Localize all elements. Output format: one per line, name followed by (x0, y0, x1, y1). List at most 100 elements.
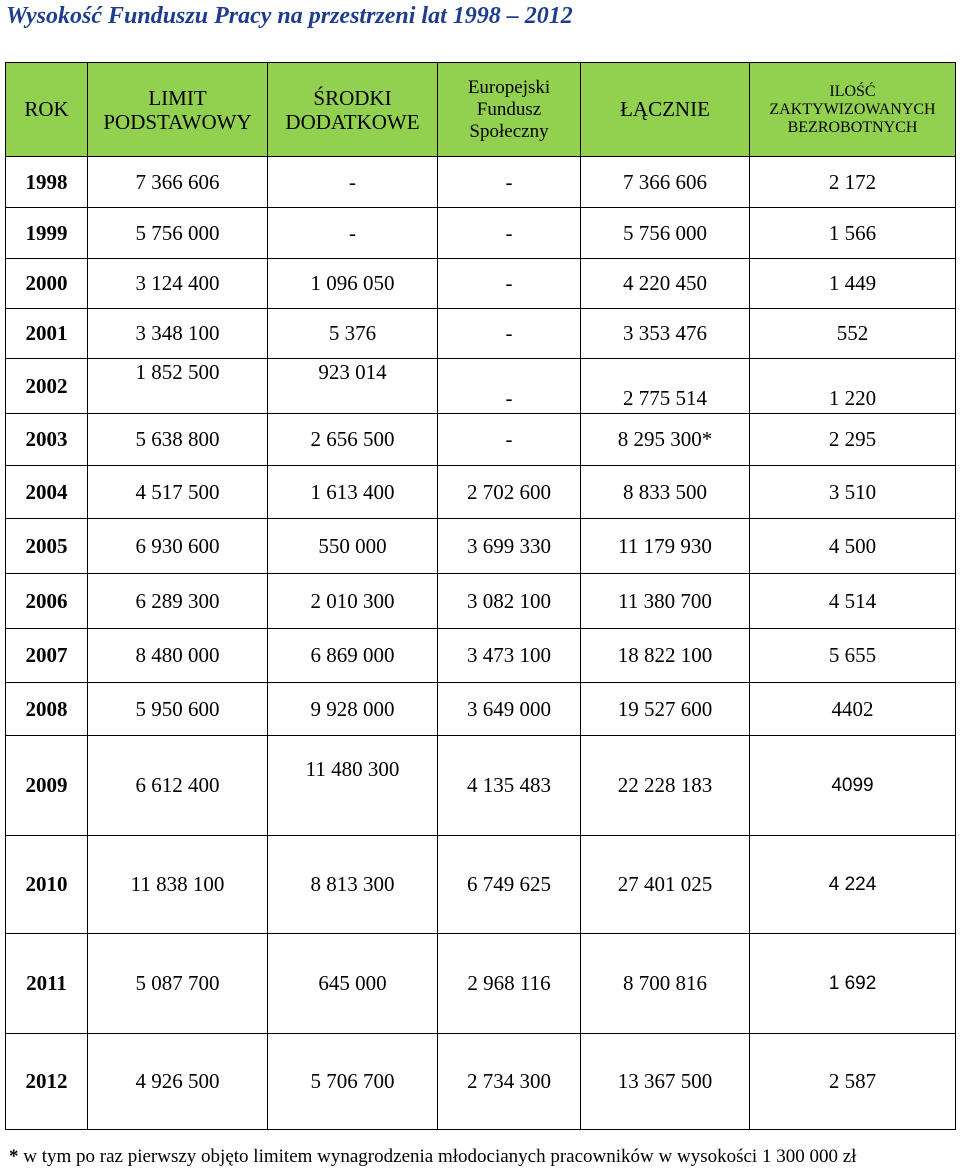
header-srodki: ŚRODKI DODATKOWE (267, 62, 438, 157)
cell-srodki: 11 480 300 (267, 735, 438, 836)
header-limit-line1: LIMIT (148, 85, 207, 110)
cell-year: 2011 (5, 933, 88, 1034)
cell-year: 2003 (5, 413, 88, 466)
cell-year: 2000 (5, 258, 88, 309)
cell-limit: 1 852 500 (87, 358, 268, 414)
cell-efs: - (437, 358, 581, 414)
cell-efs: - (437, 258, 581, 309)
header-efs-line1: Europejski (467, 76, 551, 98)
cell-limit: 6 289 300 (87, 573, 268, 629)
cell-srodki: 2 656 500 (267, 413, 438, 466)
cell-ilosc: 4099 (749, 735, 956, 836)
cell-srodki-text: 11 480 300 (305, 757, 400, 781)
header-ilosc-line1: ILOŚĆ (829, 82, 876, 100)
cell-lacznie: 13 367 500 (580, 1033, 750, 1130)
cell-efs-text: - (505, 385, 513, 410)
cell-lacznie: 8 295 300* (580, 413, 750, 466)
table-row: 1998 7 366 606 - - 7 366 606 2 172 (5, 156, 956, 208)
cell-year: 2006 (5, 573, 88, 629)
cell-year: 2002 (5, 358, 88, 414)
cell-efs: 4 135 483 (437, 735, 581, 836)
cell-limit: 5 638 800 (87, 413, 268, 466)
cell-year: 2004 (5, 465, 88, 519)
table-row: 2009 6 612 400 11 480 300 4 135 483 22 2… (5, 735, 956, 836)
header-efs: Europejski Fundusz Społeczny (437, 62, 581, 157)
cell-srodki: - (267, 156, 438, 208)
cell-efs: - (437, 413, 581, 466)
table-row: 2005 6 930 600 550 000 3 699 330 11 179 … (5, 518, 956, 574)
cell-limit: 6 612 400 (87, 735, 268, 836)
cell-year: 2008 (5, 682, 88, 736)
cell-year: 2007 (5, 628, 88, 683)
fund-table: ROK LIMIT PODSTAWOWY ŚRODKI DODATKOWE Eu… (5, 62, 956, 1130)
cell-lacznie: 3 353 476 (580, 308, 750, 359)
header-row: ROK LIMIT PODSTAWOWY ŚRODKI DODATKOWE Eu… (5, 62, 956, 157)
cell-efs: 3 649 000 (437, 682, 581, 736)
cell-srodki: 1 096 050 (267, 258, 438, 309)
table-row: 2001 3 348 100 5 376 - 3 353 476 552 (5, 308, 956, 359)
cell-lacznie: 22 228 183 (580, 735, 750, 836)
cell-efs: 3 473 100 (437, 628, 581, 683)
cell-limit-text: 1 852 500 (135, 359, 220, 384)
cell-ilosc: 2 295 (749, 413, 956, 466)
cell-efs: 3 699 330 (437, 518, 581, 574)
cell-limit: 6 930 600 (87, 518, 268, 574)
cell-ilosc: 552 (749, 308, 956, 359)
table-row: 2006 6 289 300 2 010 300 3 082 100 11 38… (5, 573, 956, 629)
cell-ilosc: 4 224 (749, 835, 956, 934)
cell-ilosc: 1 449 (749, 258, 956, 309)
cell-lacznie: 11 179 930 (580, 518, 750, 574)
cell-lacznie: 7 366 606 (580, 156, 750, 208)
cell-lacznie: 18 822 100 (580, 628, 750, 683)
cell-srodki: 550 000 (267, 518, 438, 574)
footnote-text: w tym po raz pierwszy objęto limitem wyn… (18, 1146, 857, 1167)
cell-limit: 7 366 606 (87, 156, 268, 208)
cell-ilosc: 2 587 (749, 1033, 956, 1130)
header-limit: LIMIT PODSTAWOWY (87, 62, 268, 157)
page-title: Wysokość Funduszu Pracy na przestrzeni l… (6, 3, 573, 29)
cell-limit: 4 926 500 (87, 1033, 268, 1130)
header-lacznie: ŁĄCZNIE (580, 62, 750, 157)
table-row: 2007 8 480 000 6 869 000 3 473 100 18 82… (5, 628, 956, 683)
cell-ilosc: 1 692 (749, 933, 956, 1034)
header-efs-line3: Społeczny (469, 120, 549, 142)
table-row: 2010 11 838 100 8 813 300 6 749 625 27 4… (5, 835, 956, 934)
cell-srodki: 923 014 (267, 358, 438, 414)
cell-lacznie-text: 2 775 514 (623, 385, 707, 410)
header-ilosc: ILOŚĆ ZAKTYWIZOWANYCH BEZROBOTNYCH (749, 62, 956, 157)
table-row: 2004 4 517 500 1 613 400 2 702 600 8 833… (5, 465, 956, 519)
cell-efs: - (437, 156, 581, 208)
cell-limit: 8 480 000 (87, 628, 268, 683)
cell-ilosc: 4 500 (749, 518, 956, 574)
cell-lacznie: 8 700 816 (580, 933, 750, 1034)
cell-srodki: 645 000 (267, 933, 438, 1034)
cell-year: 2001 (5, 308, 88, 359)
header-ilosc-line2: ZAKTYWIZOWANYCH (769, 100, 936, 118)
cell-srodki: - (267, 207, 438, 259)
cell-lacznie: 8 833 500 (580, 465, 750, 519)
cell-efs: - (437, 308, 581, 359)
footnote-star: * (9, 1146, 19, 1167)
cell-efs: 2 968 116 (437, 933, 581, 1034)
cell-lacznie: 4 220 450 (580, 258, 750, 309)
cell-srodki: 9 928 000 (267, 682, 438, 736)
cell-year: 1998 (5, 156, 88, 208)
cell-year: 2005 (5, 518, 88, 574)
cell-ilosc: 1 220 (749, 358, 956, 414)
cell-limit: 4 517 500 (87, 465, 268, 519)
cell-srodki: 8 813 300 (267, 835, 438, 934)
header-rok: ROK (5, 62, 88, 157)
cell-limit: 5 756 000 (87, 207, 268, 259)
table-row: 2008 5 950 600 9 928 000 3 649 000 19 52… (5, 682, 956, 736)
cell-ilosc: 4 514 (749, 573, 956, 629)
cell-limit: 3 348 100 (87, 308, 268, 359)
cell-lacznie: 2 775 514 (580, 358, 750, 414)
cell-efs: 6 749 625 (437, 835, 581, 934)
header-srodki-line2: DODATKOWE (285, 109, 420, 134)
cell-ilosc-text: 1 220 (828, 385, 877, 410)
header-efs-line2: Fundusz (476, 98, 542, 120)
cell-lacznie: 19 527 600 (580, 682, 750, 736)
header-ilosc-line3: BEZROBOTNYCH (787, 118, 918, 136)
cell-ilosc: 4402 (749, 682, 956, 736)
cell-limit: 5 950 600 (87, 682, 268, 736)
